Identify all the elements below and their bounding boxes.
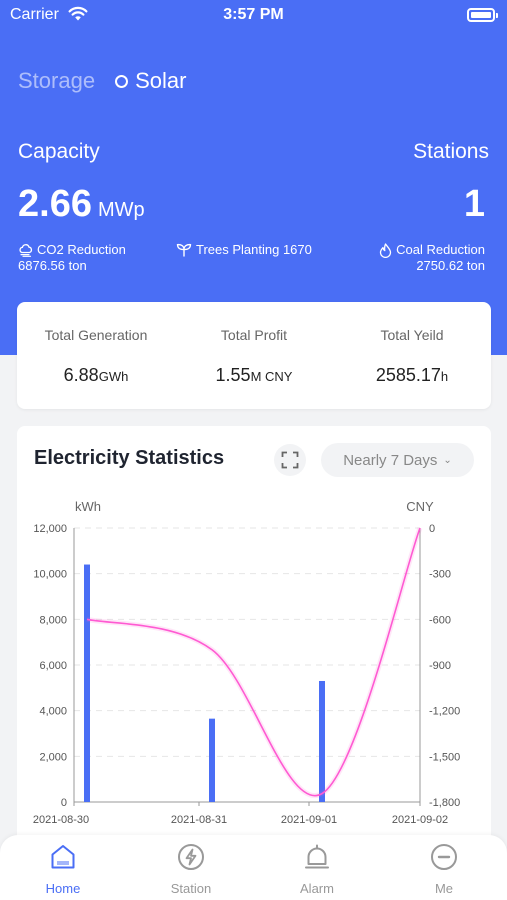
user-icon (431, 844, 457, 870)
bell-icon (305, 844, 329, 869)
overview-header: Carrier 3:57 PM Storage Solar Capacity S… (0, 0, 507, 355)
bottom-tab-bar: Home Station Alarm Me (0, 835, 507, 900)
tab-alarm[interactable]: Alarm (254, 841, 380, 896)
stations-label: Stations (413, 140, 489, 163)
x-tick-label: 2021-08-30 (33, 814, 89, 826)
total-profit: Total Profit 1.55M CNY (175, 327, 333, 386)
total-yield: Total Yeild 2585.17h (333, 327, 491, 386)
home-icon (51, 845, 75, 869)
bar (209, 718, 215, 802)
lightning-icon (178, 844, 204, 870)
bar (319, 680, 325, 802)
flame-icon (379, 242, 392, 258)
y-tick-right: -600 (429, 614, 451, 626)
chart-title: Electricity Statistics (34, 447, 225, 469)
carrier-label: Carrier (10, 6, 59, 23)
bar (84, 564, 90, 802)
trees-label: Trees Planting 1670 (196, 242, 312, 257)
tab-station-label: Station (170, 881, 212, 896)
y-tick-right: 0 (429, 523, 435, 535)
total-generation-unit: GWh (98, 369, 129, 384)
co2-reduction: CO2 Reduction 6876.56 ton (18, 242, 126, 274)
electricity-statistics-card: kWh CNY 12,000 0 10,000 -300 8,000 -600 6,000 -90… (17, 426, 491, 846)
tab-home[interactable]: Home (0, 841, 126, 896)
total-profit-label: Total Profit (220, 327, 288, 343)
capacity-value: 2.66 MWp (18, 183, 145, 226)
total-profit-value: 1.55M CNY (175, 365, 333, 386)
selected-dot-icon (115, 74, 129, 88)
profit-line-glow (86, 527, 423, 799)
y-tick-right: -1,800 (429, 797, 460, 809)
fullscreen-button[interactable] (274, 444, 306, 476)
total-profit-number: 1.55 (215, 365, 251, 385)
y-axis-left-title: kWh (75, 499, 101, 514)
capacity-number: 2.66 (18, 183, 92, 225)
date-range-value: Nearly 7 Days (343, 451, 438, 469)
x-tick-label: 2021-08-31 (171, 814, 227, 826)
sprout-icon (176, 243, 192, 257)
coal-value: 2750.62 ton (416, 258, 485, 273)
capacity-unit: MWp (97, 199, 145, 221)
stations-value[interactable]: 1 (463, 183, 485, 225)
total-generation-number: 6.88 (63, 365, 99, 385)
date-range-select[interactable]: Nearly 7 Days ⌄ (321, 443, 474, 477)
expand-icon (281, 451, 299, 469)
y-tick-right: -1,200 (429, 706, 460, 718)
total-yield-unit: h (440, 369, 449, 384)
electricity-chart: kWh CNY 12,000 0 10,000 -300 8,000 -600 6,000 -90… (33, 499, 460, 826)
co2-value: 6876.56 ton (18, 258, 87, 273)
tab-solar[interactable]: Solar (115, 68, 186, 94)
total-generation: Total Generation 6.88GWh (17, 327, 175, 386)
tab-solar-label: Solar (135, 68, 187, 93)
chevron-down-icon: ⌄ (443, 454, 452, 466)
total-generation-value: 6.88GWh (17, 365, 175, 386)
coal-label: Coal Reduction (396, 242, 485, 257)
cloud-icon (19, 243, 33, 257)
total-yield-number: 2585.17 (375, 365, 441, 385)
y-tick-left: 10,000 (33, 569, 67, 581)
tab-me[interactable]: Me (381, 841, 507, 896)
total-generation-label: Total Generation (44, 327, 148, 343)
co2-label: CO2 Reduction (37, 242, 126, 257)
y-tick-left: 8,000 (39, 614, 67, 626)
tab-alarm-label: Alarm (300, 881, 334, 896)
y-tick-right: -900 (429, 660, 451, 672)
y-tick-left: 12,000 (33, 523, 67, 535)
tab-home-label: Home (45, 881, 81, 896)
tab-me-label: Me (434, 881, 454, 896)
total-profit-unit: M CNY (250, 369, 293, 384)
battery-icon (467, 8, 498, 22)
mode-tabs: Storage Solar (18, 68, 186, 94)
total-yield-value: 2585.17h (333, 365, 491, 386)
y-axis-right-title: CNY (406, 499, 434, 514)
x-tick-label: 2021-09-01 (281, 814, 337, 826)
summary-card: Total Generation 6.88GWh Total Profit 1.… (17, 302, 491, 409)
tab-storage[interactable]: Storage (18, 68, 96, 93)
clock: 3:57 PM (223, 6, 284, 23)
capacity-label: Capacity (18, 140, 100, 163)
tab-station[interactable]: Station (128, 841, 254, 896)
coal-reduction: Coal Reduction 2750.62 ton (379, 242, 485, 274)
y-tick-left: 6,000 (39, 660, 67, 672)
y-tick-left: 4,000 (39, 706, 67, 718)
wifi-icon (68, 6, 88, 21)
total-yield-label: Total Yeild (380, 327, 444, 343)
y-tick-left: 2,000 (39, 751, 67, 763)
profit-line (86, 527, 421, 797)
x-tick-label: 2021-09-02 (392, 814, 448, 826)
y-tick-left: 0 (61, 797, 67, 809)
status-bar: Carrier 3:57 PM (0, 0, 507, 30)
trees-planting: Trees Planting 1670 (176, 242, 312, 258)
y-tick-right: -300 (429, 569, 451, 581)
y-tick-right: -1,500 (429, 751, 460, 763)
